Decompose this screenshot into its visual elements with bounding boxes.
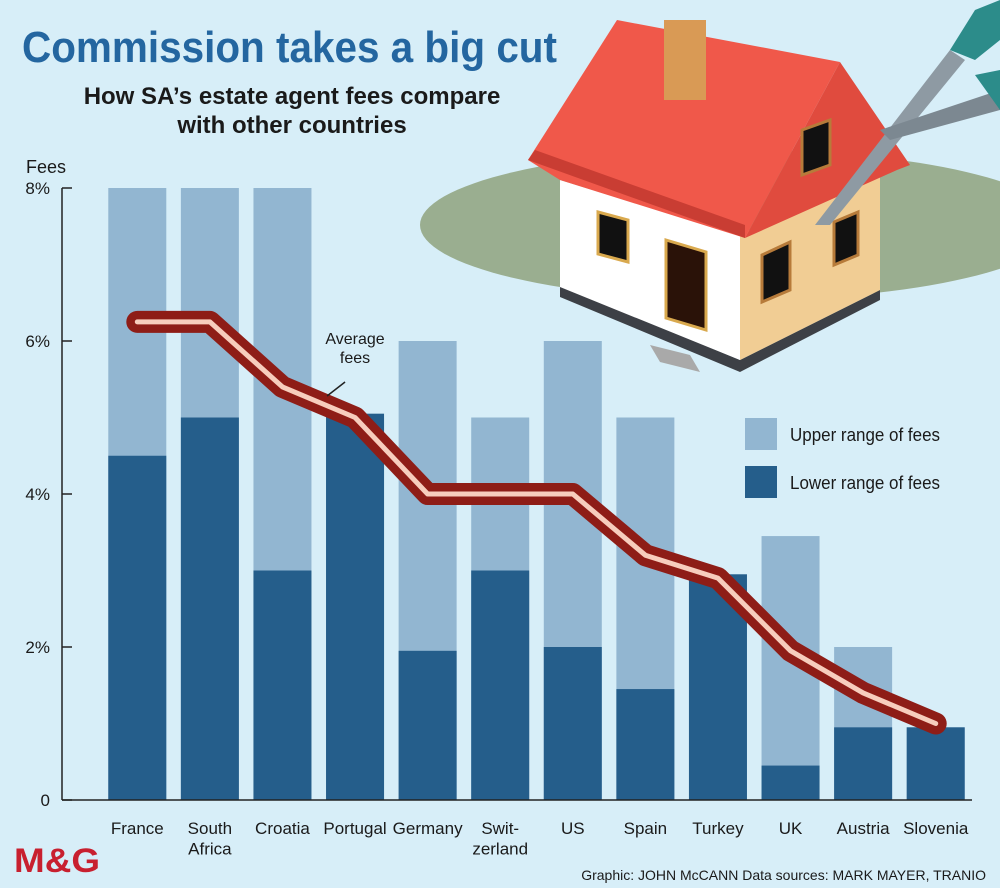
y-tick-label: 6% xyxy=(25,332,50,351)
window xyxy=(596,210,630,264)
bar xyxy=(543,647,602,800)
y-tick-label: 2% xyxy=(25,638,50,657)
line-annotation: Average fees xyxy=(325,331,384,367)
house-side xyxy=(740,158,880,360)
house-illustration xyxy=(420,0,1000,372)
chimney xyxy=(664,20,706,100)
x-tick-label: Portugal xyxy=(323,819,386,838)
step xyxy=(650,345,700,372)
bar xyxy=(180,417,239,800)
legend-label: Lower range of fees xyxy=(790,473,940,493)
bars xyxy=(108,188,965,800)
annotation-pointer xyxy=(326,381,346,397)
x-tick-label: Swit-zerland xyxy=(472,819,528,858)
scissor-handle xyxy=(950,0,1000,60)
chart-subtitle: How SA’s estate agent fees compare with o… xyxy=(84,83,501,139)
x-tick-label: Croatia xyxy=(255,819,310,838)
x-tick-label: South Africa xyxy=(188,819,232,858)
x-tick-label: Turkey xyxy=(692,819,744,838)
bar xyxy=(253,570,312,800)
logo: M&G xyxy=(14,842,100,880)
house-base xyxy=(560,285,880,372)
y-tick-label: 4% xyxy=(25,485,50,504)
y-tick-label: 8% xyxy=(25,179,50,198)
bar xyxy=(834,727,893,800)
x-tick-label: France xyxy=(111,819,164,838)
bar xyxy=(398,650,457,800)
legend-label: Upper range of fees xyxy=(790,425,940,445)
y-axis-label: Fees xyxy=(26,157,66,177)
x-tick-label: US xyxy=(561,819,585,838)
x-tick-label: UK xyxy=(779,819,803,838)
average-line-highlight xyxy=(134,319,939,726)
bar xyxy=(906,727,965,800)
chart-title: Commission takes a big cut xyxy=(22,23,557,72)
bar xyxy=(326,413,385,800)
door xyxy=(664,237,708,333)
legend-swatch xyxy=(745,418,777,450)
bar xyxy=(761,765,820,800)
bar xyxy=(616,689,675,800)
y-tick-label: 0 xyxy=(41,791,50,810)
window xyxy=(760,239,792,305)
x-tick-label: Spain xyxy=(624,819,667,838)
legend-swatch xyxy=(745,466,777,498)
bar xyxy=(471,570,530,800)
roof-edge xyxy=(528,150,745,238)
x-tick-label: Germany xyxy=(393,819,463,838)
window xyxy=(800,117,832,178)
window xyxy=(832,209,860,268)
x-tick-label: Slovenia xyxy=(903,819,969,838)
x-tick-label: Austria xyxy=(837,819,890,838)
scissor-handle xyxy=(975,70,1000,110)
scissor-blade xyxy=(880,90,1000,140)
bar xyxy=(108,455,167,800)
credit: Graphic: JOHN McCANN Data sources: MARK … xyxy=(581,867,986,883)
